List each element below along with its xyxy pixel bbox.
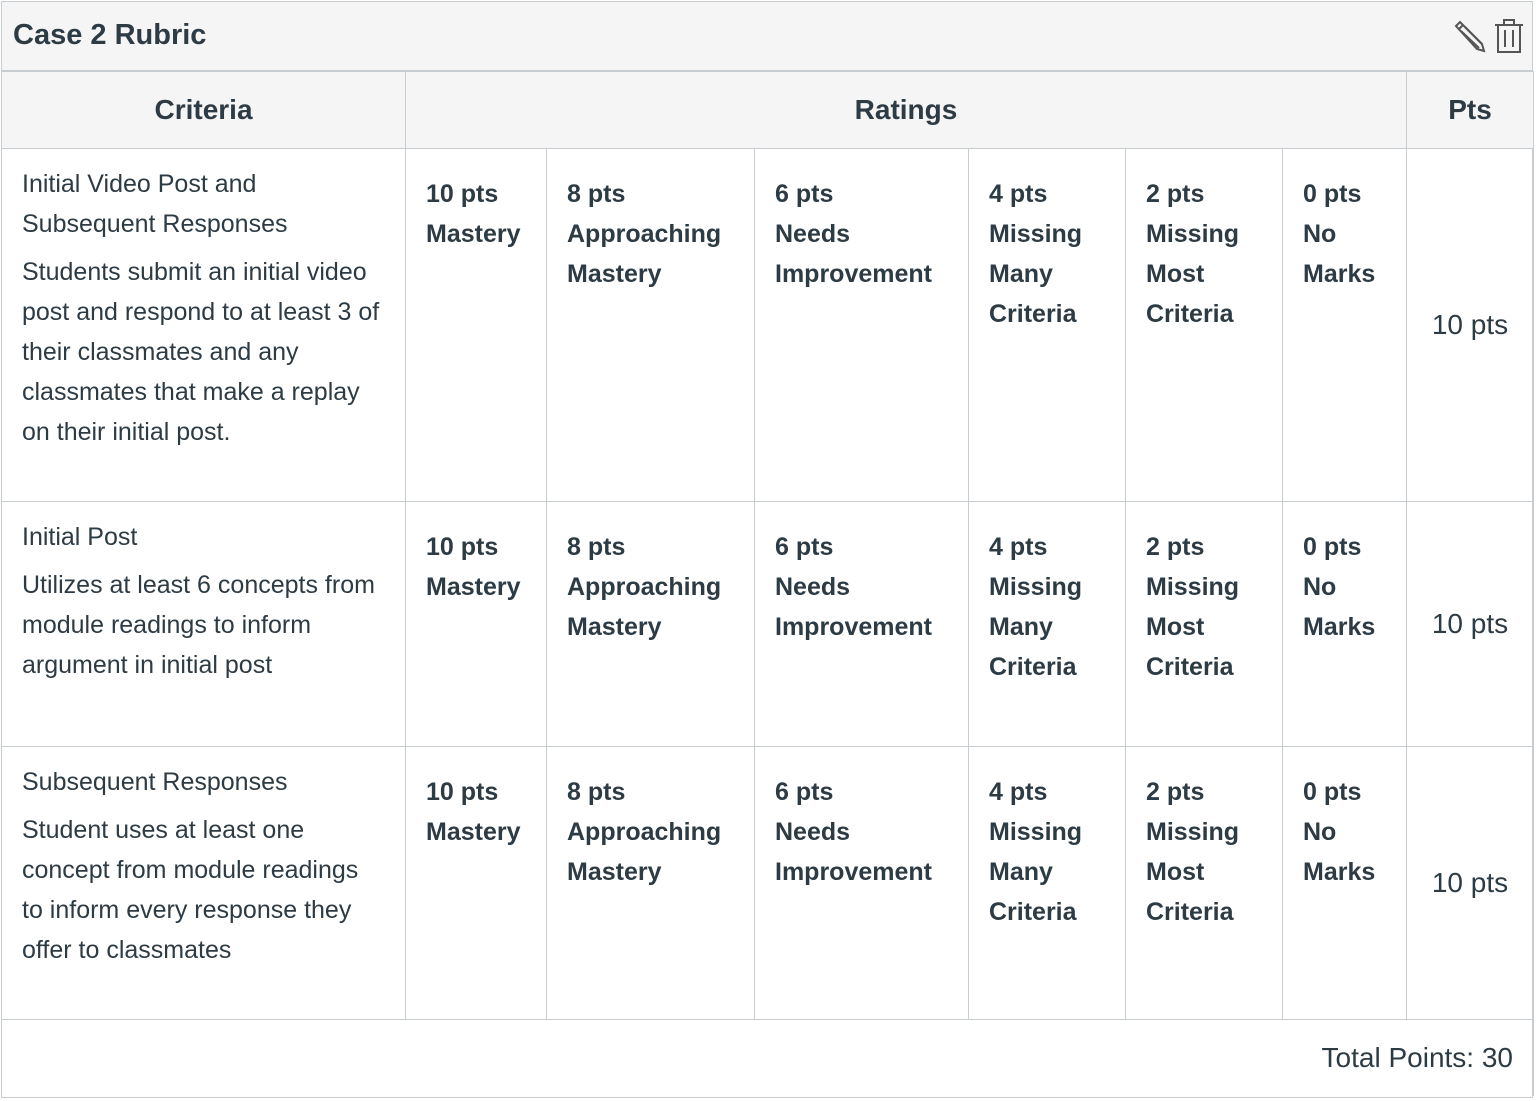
rating-label: No Marks <box>1303 573 1376 641</box>
rating-points: 0 pts <box>1303 533 1362 561</box>
rating-cell[interactable]: 2 pts Missing Most Criteria <box>1125 501 1283 747</box>
rating-label: Needs Improvement <box>775 220 932 288</box>
criterion-description: Utilizes at least 6 concepts from module… <box>22 571 375 679</box>
total-points: Total Points: 30 <box>1 1019 1534 1096</box>
rubric-header: Case 2 Rubric <box>2 2 1532 71</box>
pts-header: Pts <box>1406 71 1534 149</box>
criterion-title: Initial Post <box>22 523 138 551</box>
rating-cell[interactable]: 8 pts Approaching Mastery <box>546 501 755 747</box>
criterion-cell: Initial Video Post and Subsequent Respon… <box>1 148 406 502</box>
rating-points: 2 pts <box>1146 778 1205 806</box>
rating-cell[interactable]: 2 pts Missing Most Criteria <box>1125 746 1283 1020</box>
rating-cell[interactable]: 4 pts Missing Many Criteria <box>968 746 1126 1020</box>
rating-points: 10 pts <box>426 180 499 208</box>
criterion-points: 10 pts <box>1406 148 1534 502</box>
rating-cell[interactable]: 6 pts Needs Improvement <box>754 746 969 1020</box>
criterion-row: Initial Post Utilizes at least 6 concept… <box>1 501 1534 747</box>
rating-cell[interactable]: 0 pts No Marks <box>1282 501 1407 747</box>
pencil-icon[interactable] <box>1452 18 1486 54</box>
rating-points: 4 pts <box>989 533 1048 561</box>
rating-label: Missing Most Criteria <box>1146 573 1240 681</box>
criterion-cell: Subsequent Responses Student uses at lea… <box>1 746 406 1020</box>
criterion-description: Students submit an initial video post an… <box>22 258 380 446</box>
rubric-table: Criteria Ratings Pts Initial Video Post … <box>1 71 1534 1096</box>
rating-cell[interactable]: 6 pts Needs Improvement <box>754 148 969 502</box>
rating-points: 2 pts <box>1146 180 1205 208</box>
ratings-header: Ratings <box>405 71 1407 149</box>
rating-cell[interactable]: 8 pts Approaching Mastery <box>546 148 755 502</box>
rating-points: 4 pts <box>989 180 1048 208</box>
criterion-title: Initial Video Post and Subsequent Respon… <box>22 170 288 238</box>
criterion-cell: Initial Post Utilizes at least 6 concept… <box>1 501 406 747</box>
rating-points: 8 pts <box>567 180 626 208</box>
rating-cell[interactable]: 10 pts Mastery <box>405 746 547 1020</box>
rating-points: 0 pts <box>1303 778 1362 806</box>
rating-cell[interactable]: 0 pts No Marks <box>1282 746 1407 1020</box>
rating-label: Missing Many Criteria <box>989 818 1083 926</box>
rating-cell[interactable]: 6 pts Needs Improvement <box>754 501 969 747</box>
rating-points: 6 pts <box>775 180 834 208</box>
rating-points: 6 pts <box>775 778 834 806</box>
rating-label: Mastery <box>426 220 521 248</box>
rating-label: Approaching Mastery <box>567 818 722 886</box>
rating-cell[interactable]: 0 pts No Marks <box>1282 148 1407 502</box>
rubric-title: Case 2 Rubric <box>13 19 207 51</box>
rating-cell[interactable]: 10 pts Mastery <box>405 501 547 747</box>
rating-label: Approaching Mastery <box>567 220 722 288</box>
rating-cell[interactable]: 8 pts Approaching Mastery <box>546 746 755 1020</box>
rating-points: 6 pts <box>775 533 834 561</box>
rating-label: Missing Most Criteria <box>1146 220 1240 328</box>
criterion-row: Initial Video Post and Subsequent Respon… <box>1 148 1534 502</box>
rating-label: Missing Many Criteria <box>989 573 1083 681</box>
criterion-title: Subsequent Responses <box>22 768 288 796</box>
rating-points: 8 pts <box>567 778 626 806</box>
trash-icon[interactable] <box>1494 18 1524 54</box>
rating-points: 4 pts <box>989 778 1048 806</box>
rating-label: Missing Most Criteria <box>1146 818 1240 926</box>
rating-label: Mastery <box>426 818 521 846</box>
criterion-points: 10 pts <box>1406 501 1534 747</box>
criterion-row: Subsequent Responses Student uses at lea… <box>1 746 1534 1020</box>
criterion-description: Student uses at least one concept from m… <box>22 816 359 964</box>
rating-cell[interactable]: 10 pts Mastery <box>405 148 547 502</box>
rating-cell[interactable]: 4 pts Missing Many Criteria <box>968 501 1126 747</box>
rating-label: Needs Improvement <box>775 573 932 641</box>
rating-label: No Marks <box>1303 818 1376 886</box>
rating-label: Missing Many Criteria <box>989 220 1083 328</box>
rating-cell[interactable]: 2 pts Missing Most Criteria <box>1125 148 1283 502</box>
rating-points: 10 pts <box>426 778 499 806</box>
rating-points: 10 pts <box>426 533 499 561</box>
rating-label: Needs Improvement <box>775 818 932 886</box>
criteria-header: Criteria <box>1 71 406 149</box>
rating-points: 8 pts <box>567 533 626 561</box>
rating-label: No Marks <box>1303 220 1376 288</box>
rating-label: Approaching Mastery <box>567 573 722 641</box>
rating-points: 0 pts <box>1303 180 1362 208</box>
rating-points: 2 pts <box>1146 533 1205 561</box>
rating-cell[interactable]: 4 pts Missing Many Criteria <box>968 148 1126 502</box>
criterion-points: 10 pts <box>1406 746 1534 1020</box>
rating-label: Mastery <box>426 573 521 601</box>
